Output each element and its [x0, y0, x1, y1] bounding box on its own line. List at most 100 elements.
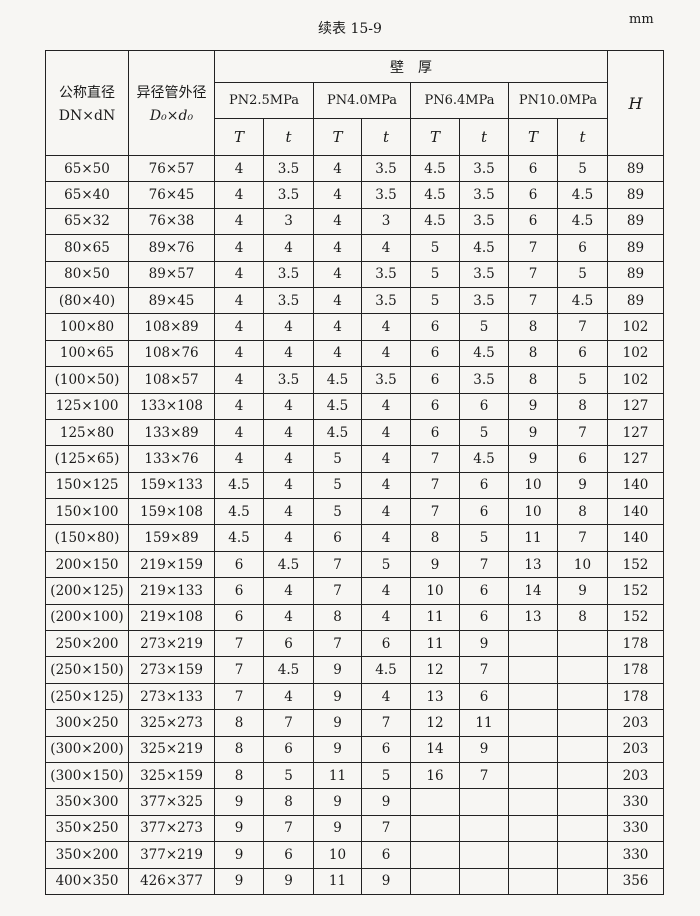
- table-cell: 203: [607, 761, 664, 790]
- table-cell: 4: [313, 154, 362, 183]
- table-cell: 140: [607, 498, 664, 526]
- table-cell: (125×65): [45, 445, 129, 473]
- table-row: 65×32 76×38 4 3 4 3 4.5 3.5 6 4.5 89: [45, 207, 664, 236]
- table-cell: [508, 761, 558, 790]
- table-cell: 9: [263, 867, 314, 895]
- table-cell: 6: [508, 207, 558, 236]
- table-row: 250×200 273×219 7 6 7 6 11 9 178: [45, 630, 664, 658]
- table-cell: 4.5: [263, 656, 314, 684]
- table-cell: 89×76: [128, 234, 215, 262]
- table-cell: 6: [459, 498, 509, 526]
- table-cell: 4: [263, 603, 314, 632]
- table-cell: 7: [557, 524, 608, 552]
- table-cell: (200×100): [45, 603, 129, 632]
- table-cell: 89: [607, 286, 664, 315]
- table-cell: 10: [508, 498, 558, 526]
- table-cell: 65×40: [45, 181, 129, 209]
- table-cell: 89: [607, 181, 664, 209]
- table-row: 150×100 159×108 4.5 4 5 4 7 6 10 8 140: [45, 498, 664, 526]
- table-cell: 5: [410, 234, 460, 262]
- table-cell: 200×150: [45, 550, 129, 579]
- table-cell: 5: [557, 154, 608, 183]
- table-cell: 5: [313, 471, 362, 500]
- table-cell: 7: [557, 313, 608, 341]
- table-cell: 8: [508, 339, 558, 368]
- table-cell: 5: [410, 260, 460, 288]
- table-row: (100×50) 108×57 4 3.5 4.5 3.5 6 3.5 8 5 102: [45, 366, 664, 394]
- table-cell: [557, 735, 608, 763]
- table-cell: 7: [313, 550, 362, 579]
- table-cell: 6: [361, 735, 411, 763]
- table-cell: 9: [214, 814, 264, 843]
- table-cell: 4: [263, 445, 314, 473]
- table-cell: 4: [214, 234, 264, 262]
- table-cell: 3.5: [361, 260, 411, 288]
- table-cell: 4.5: [214, 524, 264, 552]
- table-cell: 4: [214, 366, 264, 394]
- table-cell: 102: [607, 339, 664, 368]
- table-cell: 76×45: [128, 181, 215, 209]
- table-cell: 12: [410, 709, 460, 737]
- table-cell: 3.5: [459, 207, 509, 236]
- table-cell: 8: [263, 788, 314, 816]
- table-cell: [508, 788, 558, 816]
- table-cell: 4: [214, 339, 264, 368]
- header-big-t: T: [214, 118, 264, 156]
- table-cell: 140: [607, 524, 664, 552]
- table-cell: 178: [607, 630, 664, 658]
- table-cell: 4: [214, 392, 264, 420]
- table-cell: 3.5: [459, 286, 509, 315]
- table-cell: [410, 814, 460, 843]
- table-cell: 9: [459, 735, 509, 763]
- table-cell: 133×108: [128, 392, 215, 420]
- table-cell: 4: [361, 603, 411, 632]
- table-cell: 7: [459, 550, 509, 579]
- table-cell: 4.5: [557, 286, 608, 315]
- table-cell: 6: [557, 234, 608, 262]
- table-cell: 125×100: [45, 392, 129, 420]
- table-cell: 9: [557, 577, 608, 605]
- table-row: (80×40) 89×45 4 3.5 4 3.5 5 3.5 7 4.5 89: [45, 286, 664, 315]
- table-cell: 4.5: [410, 207, 460, 236]
- table-cell: 6: [214, 550, 264, 579]
- table-cell: 100×65: [45, 339, 129, 368]
- table-cell: 8: [214, 735, 264, 763]
- table-cell: [557, 788, 608, 816]
- table-cell: [508, 630, 558, 658]
- header-big-t: T: [313, 118, 362, 156]
- table-cell: 3.5: [361, 181, 411, 209]
- table-cell: 133×89: [128, 418, 215, 447]
- table-cell: 3.5: [263, 181, 314, 209]
- table-row: (200×100) 219×108 6 4 8 4 11 6 13 8 152: [45, 603, 664, 632]
- table-cell: 9: [508, 445, 558, 473]
- table-cell: 3.5: [263, 154, 314, 183]
- table-cell: 250×200: [45, 630, 129, 658]
- table-cell: 152: [607, 603, 664, 632]
- table-row: 80×65 89×76 4 4 4 4 5 4.5 7 6 89: [45, 234, 664, 262]
- table-cell: 10: [410, 577, 460, 605]
- table-cell: [557, 814, 608, 843]
- table-cell: 7: [508, 260, 558, 288]
- table-cell: [459, 841, 509, 869]
- table-cell: 4: [313, 260, 362, 288]
- table-cell: [557, 761, 608, 790]
- header-wall-thickness: 壁 厚: [214, 50, 608, 83]
- table-cell: 4: [361, 471, 411, 500]
- table-cell: 273×159: [128, 656, 215, 684]
- table-cell: 8: [557, 498, 608, 526]
- table-row: (250×125) 273×133 7 4 9 4 13 6 178: [45, 682, 664, 711]
- table-cell: 4: [361, 524, 411, 552]
- table-cell: 6: [410, 366, 460, 394]
- table-cell: 178: [607, 682, 664, 711]
- table-cell: 89: [607, 154, 664, 183]
- table-cell: [459, 788, 509, 816]
- table-cell: 11: [313, 761, 362, 790]
- table-cell: 3.5: [459, 181, 509, 209]
- table-cell: 4: [263, 498, 314, 526]
- table-cell: 80×65: [45, 234, 129, 262]
- table-cell: 8: [508, 366, 558, 394]
- table-row: 125×100 133×108 4 4 4.5 4 6 6 9 8 127: [45, 392, 664, 420]
- header-big-t: T: [410, 118, 460, 156]
- table-cell: 100×80: [45, 313, 129, 341]
- table-cell: 273×133: [128, 682, 215, 711]
